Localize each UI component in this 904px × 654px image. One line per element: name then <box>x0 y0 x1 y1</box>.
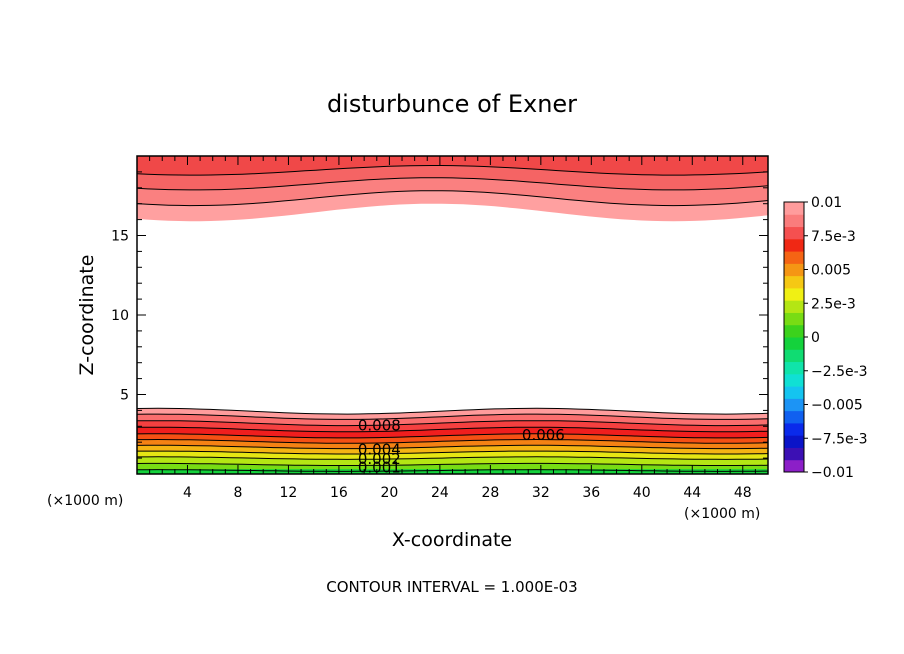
colorbar-swatch <box>784 238 804 252</box>
colorbar-swatch <box>784 312 804 326</box>
x-tick-label: 24 <box>431 485 449 501</box>
colorbar-swatch <box>784 459 804 473</box>
contour-line <box>137 165 768 176</box>
contour-label: 0.006 <box>522 426 565 444</box>
contour-line <box>137 456 768 460</box>
colorbar-swatch <box>784 435 804 448</box>
colorbar-swatch <box>784 202 804 215</box>
colorbar-swatch <box>784 398 804 412</box>
colorbar-swatch <box>784 324 804 338</box>
y-axis-label: Z-coordinate <box>76 255 98 376</box>
y-tick-label: 5 <box>120 388 129 404</box>
colorbar-swatch <box>784 226 804 240</box>
colorbar-swatch <box>784 361 804 375</box>
contour-bands <box>137 156 768 474</box>
x-tick-label: 48 <box>734 485 752 501</box>
contour-label: 0.008 <box>358 417 401 435</box>
colorbar-swatch <box>784 447 804 461</box>
x-unit-left: (×1000 m) <box>47 493 123 509</box>
colorbar-tick-label: −0.01 <box>811 465 854 481</box>
colorbar-tick-label: −0.005 <box>811 398 863 414</box>
x-tick-label: 28 <box>481 485 499 501</box>
contour-lines <box>137 165 768 472</box>
colorbar-swatch <box>784 349 804 363</box>
x-tick-label: 12 <box>280 485 298 501</box>
colorbar-tick-label: 7.5e-3 <box>811 229 856 245</box>
colorbar-tick-label: −7.5e-3 <box>811 431 868 447</box>
contour-label: 0.001 <box>358 459 401 477</box>
contour-line <box>137 407 768 415</box>
colorbar-swatch <box>784 275 804 289</box>
x-tick-label: 16 <box>330 485 348 501</box>
x-tick-label: 4 <box>183 485 192 501</box>
colorbar-swatch <box>784 337 804 350</box>
colorbar-swatch <box>784 422 804 436</box>
y-tick-label: 10 <box>111 308 129 324</box>
colorbar-swatch <box>784 287 804 301</box>
contour-line <box>137 438 768 444</box>
contour-label: 0.002 <box>358 450 401 468</box>
x-tick-label: 44 <box>683 485 701 501</box>
colorbar-swatch <box>784 251 804 264</box>
colorbar-tick-label: 2.5e-3 <box>811 296 856 312</box>
colorbar-swatch <box>784 410 804 424</box>
contour-line <box>137 426 768 433</box>
x-unit-right: (×1000 m) <box>684 506 760 522</box>
colorbar-tick-label: 0.01 <box>811 195 842 211</box>
x-tick-label: 20 <box>380 485 398 501</box>
colorbar-swatch <box>784 263 804 277</box>
colorbar-swatch <box>784 214 804 228</box>
colorbar-tick-label: −2.5e-3 <box>811 364 868 380</box>
colorbar-swatch <box>784 386 804 399</box>
contour-line <box>137 420 768 427</box>
contour-line <box>137 444 768 450</box>
x-tick-label: 32 <box>532 485 550 501</box>
contour-label: 0.004 <box>358 440 401 458</box>
x-tick-label: 40 <box>633 485 651 501</box>
colorbar-tick-label: 0.005 <box>811 263 851 279</box>
contour-line <box>137 433 768 439</box>
contour-line <box>137 413 768 420</box>
contour-line <box>137 177 768 191</box>
x-tick-label: 8 <box>233 485 242 501</box>
contour-interval-note: CONTOUR INTERVAL = 1.000E-03 <box>326 578 577 596</box>
x-axis-label: X-coordinate <box>392 529 512 551</box>
contour-line <box>137 450 768 455</box>
colorbar: 0.01 7.5e-3 0.005 2.5e-3 0 −2.5e-3 −0.005 −7.5e… <box>783 195 868 481</box>
x-tick-label: 36 <box>582 485 600 501</box>
colorbar-swatch <box>784 300 804 313</box>
contour-line <box>137 462 768 466</box>
colorbar-swatch <box>784 373 804 387</box>
colorbar-tick-label: 0 <box>811 330 820 346</box>
chart-title: disturbunce of Exner <box>327 90 577 118</box>
y-tick-label: 15 <box>111 229 129 245</box>
contour-line <box>137 190 768 207</box>
